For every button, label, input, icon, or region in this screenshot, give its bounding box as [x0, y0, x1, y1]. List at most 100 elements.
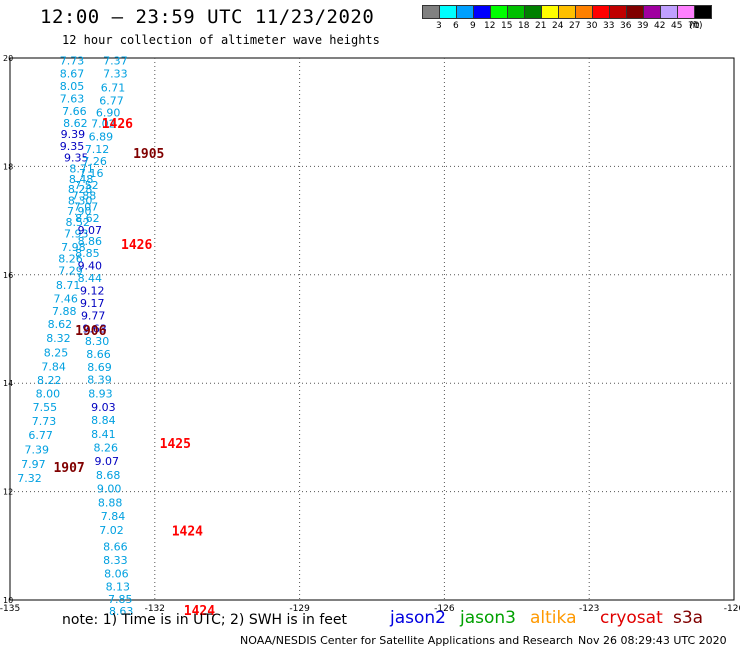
wave-height-value: 7.07	[74, 201, 99, 214]
pass-time-label: 1426	[121, 238, 152, 253]
wave-height-value: 8.66	[103, 540, 128, 553]
wave-height-value: 9.00	[97, 482, 122, 495]
lat-tick-label: 14	[3, 379, 13, 388]
wave-height-value: 8.62	[63, 117, 88, 130]
wave-height-value: 7.63	[60, 93, 85, 106]
wave-height-value: 8.33	[103, 554, 128, 567]
wave-height-value: 7.16	[79, 167, 104, 180]
wave-height-value: 6.71	[101, 81, 126, 94]
wave-height-value: 7.52	[74, 179, 99, 192]
wave-height-value: 8.52	[66, 216, 91, 229]
lat-tick-label: 16	[3, 271, 13, 280]
legend-label: 18	[518, 21, 530, 31]
wave-height-value: 7.66	[62, 105, 87, 118]
wave-height-value: 9.35	[64, 152, 89, 165]
wave-height-value: 7.33	[103, 68, 128, 81]
legend-label: 6	[453, 21, 459, 31]
pass-time-label: 1906	[75, 324, 106, 339]
wave-height-value: 7.88	[52, 305, 77, 318]
wave-height-value: 7.93	[64, 228, 89, 241]
wave-height-value: 7.55	[33, 401, 58, 414]
wave-height-value: 9.07	[94, 455, 119, 468]
wave-height-value: 7.73	[32, 415, 57, 428]
wave-height-value: 8.06	[104, 567, 128, 580]
wave-height-value: 6.90	[96, 107, 121, 120]
wave-height-legend: (ft) 3 6 9 12 15 18 21 24 27 30 33 36 39 42 45 70	[422, 5, 740, 33]
wave-height-value: 8.69	[87, 361, 112, 374]
lon-tick-label: -126	[434, 604, 455, 614]
legend-label: 24	[552, 21, 564, 31]
wave-height-value: 9.63	[82, 322, 107, 335]
wave-height-value: 8.00	[36, 387, 61, 400]
wave-height-value: 6.77	[28, 429, 52, 442]
pass-time-label: 1907	[53, 461, 84, 476]
wave-height-value: 7.37	[103, 55, 128, 68]
wave-height-value: 7.32	[17, 472, 41, 485]
legend-swatches	[422, 5, 740, 19]
wave-height-value: 8.41	[91, 428, 116, 441]
footer-credit: NOAA/NESDIS Center for Satellite Applica…	[240, 634, 574, 647]
wave-height-value: 7.88	[72, 190, 97, 203]
legend-swatch	[694, 5, 712, 19]
satellite-label: jason2	[390, 608, 446, 628]
legend-labels: (ft) 3 6 9 12 15 18 21 24 27 30 33 36 39 42 45 70	[422, 19, 740, 33]
footer-note: note: 1) Time is in UTC; 2) SWH is in fe…	[62, 612, 348, 628]
wave-height-value: 8.05	[60, 80, 85, 93]
wave-height-value: 8.32	[46, 332, 70, 345]
lon-tick-label: -120	[724, 604, 740, 614]
wave-height-value: 7.46	[53, 293, 78, 306]
wave-height-value: 8.25	[44, 346, 69, 359]
wave-height-value: 7.39	[24, 443, 49, 456]
wave-height-value: 9.07	[78, 224, 103, 237]
lat-tick-label: 18	[3, 162, 13, 171]
wave-height-value: 7.12	[85, 143, 110, 156]
lon-tick-label: -123	[579, 604, 599, 614]
legend-label: 3	[436, 21, 442, 31]
wave-height-value: 8.71	[56, 279, 81, 292]
wave-height-value: 6.77	[99, 94, 124, 107]
lon-tick-label: -132	[145, 604, 165, 614]
wave-height-value: 8.28	[68, 183, 93, 196]
wave-height-value: 8.86	[78, 235, 103, 248]
wave-height-value: 9.77	[81, 309, 106, 322]
wave-height-value: 8.62	[75, 212, 100, 225]
wave-height-value: 8.39	[87, 373, 112, 386]
wave-height-value: 8.84	[91, 414, 116, 427]
legend-label: 9	[470, 21, 476, 31]
legend-label: 12	[484, 21, 496, 31]
pass-time-label: 1424	[184, 604, 215, 619]
wave-height-value: 8.26	[94, 442, 119, 455]
legend-label: 15	[501, 21, 513, 31]
wave-height-value: 8.93	[88, 387, 113, 400]
lat-tick-label: 12	[3, 488, 13, 497]
legend-label: 21	[535, 21, 547, 31]
footer-timestamp: Nov 26 08:29:43 UTC 2020	[578, 634, 727, 647]
wave-height-value: 6.89	[89, 131, 114, 144]
wave-height-value: 8.26	[58, 253, 82, 266]
legend-label: 70	[688, 21, 700, 31]
satellite-label: altika	[530, 608, 577, 628]
page-subtitle: 12 hour collection of altimeter wave hei…	[62, 33, 380, 47]
wave-height-value: 8.22	[37, 374, 62, 387]
wave-height-value: 8.30	[68, 195, 93, 208]
wave-height-value: 8.44	[78, 272, 103, 285]
wave-height-value: 7.85	[108, 593, 132, 606]
legend-unit: (ft)	[689, 21, 703, 31]
wave-height-value: 7.97	[21, 458, 46, 471]
lat-tick-label: 10	[3, 596, 13, 605]
wave-height-value: 7.73	[60, 55, 85, 68]
wave-height-value: 8.85	[75, 247, 100, 260]
wave-height-value: 8.48	[69, 173, 94, 186]
legend-label: 45	[671, 21, 683, 31]
wave-height-value: 7.02	[99, 524, 124, 537]
pass-time-label: 1905	[133, 147, 164, 162]
legend-label: 39	[637, 21, 649, 31]
legend-label: 36	[620, 21, 632, 31]
wave-height-value: 8.68	[96, 469, 121, 482]
lon-tick-label: -135	[0, 604, 20, 614]
wave-height-value: 7.84	[101, 510, 126, 523]
wave-height-value: 7.98	[61, 241, 86, 254]
wave-height-value: 8.62	[48, 318, 72, 331]
map-frame	[9, 57, 735, 601]
wave-height-value: 8.71	[69, 163, 94, 176]
